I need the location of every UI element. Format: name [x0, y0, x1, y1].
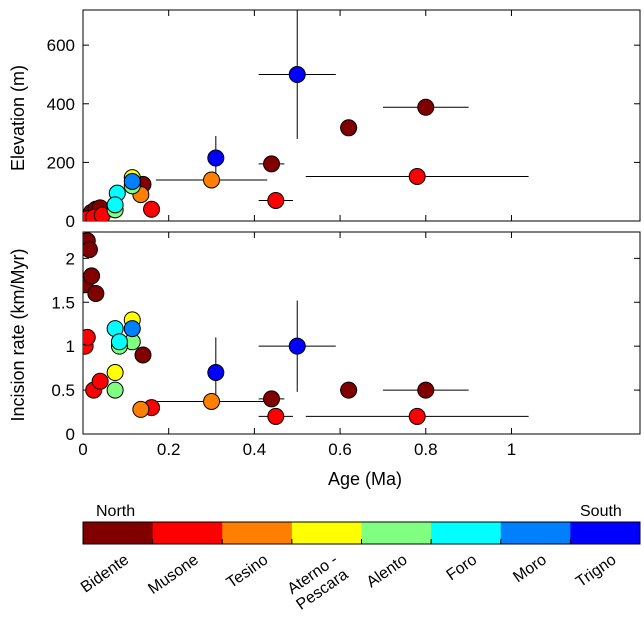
data-point — [340, 381, 358, 399]
data-point — [132, 400, 150, 418]
data-point — [207, 149, 225, 167]
colorbar: North South Bidente Musone Tesino Aterno -P… — [78, 503, 641, 614]
elevation-panel: 0 200 400 600 — [47, 9, 641, 231]
data-point — [288, 65, 306, 83]
data-point — [87, 284, 105, 302]
colorbar-segment — [361, 522, 432, 544]
y-tick-label: 400 — [47, 95, 75, 114]
x-tick-label: 0.8 — [414, 440, 438, 459]
plot-frame — [82, 231, 641, 435]
data-point — [91, 372, 109, 390]
y-tick-label: 1 — [66, 337, 75, 356]
data-point — [263, 155, 281, 173]
colorbar-north-label: North — [96, 503, 135, 520]
colorbar-river-label: Trigno — [573, 551, 619, 591]
data-point — [143, 200, 161, 218]
colorbar-segment — [500, 522, 571, 544]
colorbar-river-label: Aterno -Pescara — [283, 551, 351, 613]
data-points — [83, 10, 529, 221]
data-point — [83, 267, 101, 285]
data-point — [267, 407, 285, 425]
data-point — [203, 171, 221, 189]
plot-frame — [82, 9, 641, 222]
y-tick-label: 0.5 — [51, 381, 75, 400]
y-tick-label: 0 — [66, 425, 75, 444]
data-point — [83, 328, 96, 346]
data-point — [110, 333, 128, 351]
data-point — [417, 98, 435, 116]
colorbar-river-label: Alento — [364, 551, 411, 591]
data-point — [408, 407, 426, 425]
colorbar-river-label: Bidente — [78, 551, 132, 596]
x-tick-label: 0.6 — [328, 440, 352, 459]
colorbar-river-label: Musone — [145, 551, 201, 598]
data-point — [106, 364, 124, 382]
y-tick-label: 0 — [66, 212, 75, 231]
data-point — [203, 393, 221, 411]
colorbar-segment — [570, 522, 641, 544]
y-tick-label: 200 — [47, 153, 75, 172]
data-point — [207, 364, 225, 382]
colorbar-south-label: South — [580, 503, 622, 520]
data-point — [340, 119, 358, 137]
x-tick-label: 0.2 — [157, 440, 181, 459]
data-point — [106, 196, 124, 214]
colorbar-river-label: Moro — [510, 551, 550, 586]
data-point — [106, 381, 124, 399]
x-axis-label: Age (Ma) — [328, 469, 402, 489]
y-tick-label: 1.5 — [51, 293, 75, 312]
colorbar-segment — [431, 522, 502, 544]
y-tick-label: 600 — [47, 36, 75, 55]
data-point — [408, 167, 426, 185]
colorbar-river-label: Tesino — [224, 551, 272, 592]
data-point — [263, 390, 281, 408]
bottom-y-axis-label: Incision rate (km/Myr) — [8, 248, 28, 421]
colorbar-river-label: Foro — [444, 551, 481, 584]
data-point — [123, 320, 141, 338]
data-point — [417, 381, 435, 399]
data-point — [134, 346, 152, 364]
data-point — [83, 241, 98, 259]
data-points — [83, 232, 529, 425]
colorbar-segment — [222, 522, 293, 544]
colorbar-segment — [152, 522, 223, 544]
top-y-axis-label: Elevation (m) — [8, 65, 28, 171]
data-point — [267, 191, 285, 209]
colorbar-segment — [83, 522, 154, 544]
data-point — [288, 337, 306, 355]
x-tick-label: 0 — [78, 440, 87, 459]
x-tick-label: 0.4 — [243, 440, 267, 459]
y-tick-label: 2 — [66, 249, 75, 268]
incision-rate-panel: 0 0.2 0.4 0.6 0.8 1 0 0.5 1 1.5 2 — [51, 231, 641, 459]
x-tick-label: 1 — [507, 440, 516, 459]
data-point — [123, 172, 141, 190]
colorbar-segment — [291, 522, 362, 544]
